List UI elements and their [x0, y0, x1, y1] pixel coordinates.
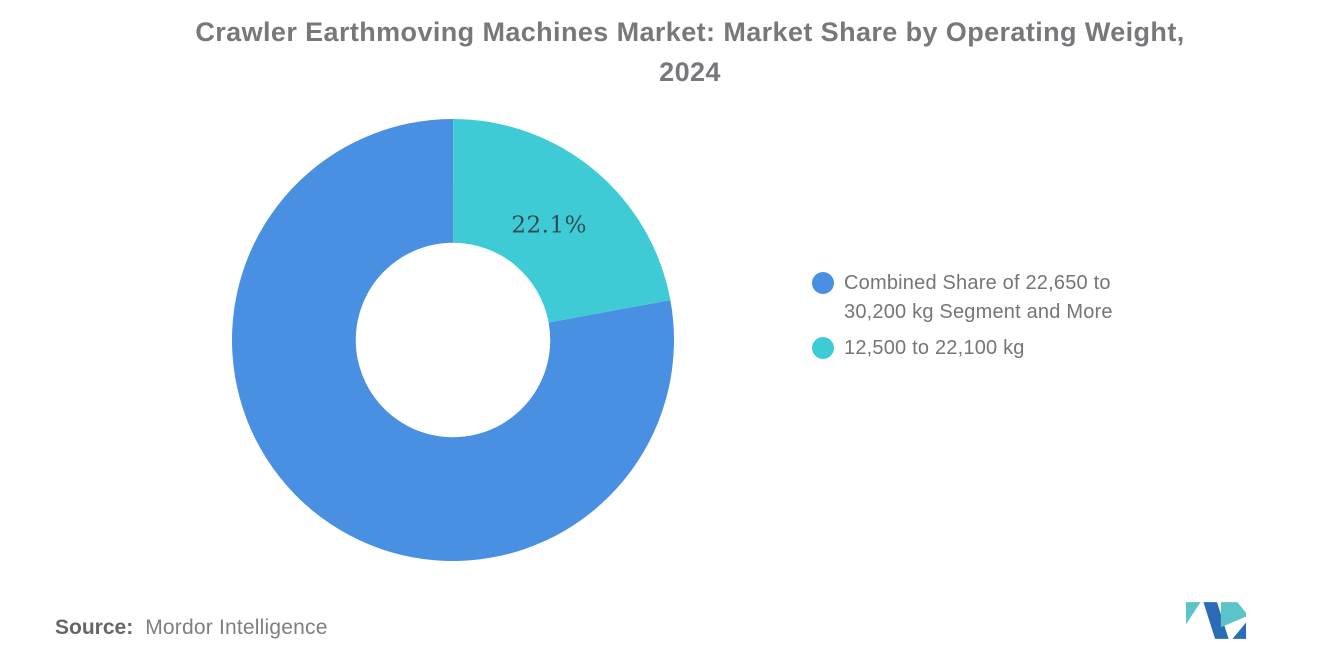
- slice-data-label: 22.1%: [511, 213, 587, 239]
- logo-blue-left-band: [1203, 602, 1229, 639]
- mordor-intelligence-logo: [1186, 602, 1247, 639]
- chart-title-line1: Crawler Earthmoving Machines Market: Mar…: [195, 17, 1185, 47]
- chart-title-line2: 2024: [659, 57, 721, 87]
- chart-legend: Combined Share of 22,650 to 30,200 kg Se…: [812, 269, 1157, 363]
- logo-blue-right-triangle: [1232, 622, 1247, 639]
- source-label: Source:: [55, 616, 134, 639]
- source-value: Mordor Intelligence: [145, 616, 328, 639]
- donut-slice[interactable]: [231, 118, 674, 561]
- source-row: Source: Mordor Intelligence: [55, 614, 328, 642]
- legend-label: Combined Share of 22,650 to 30,200 kg Se…: [844, 272, 1113, 323]
- donut-slice[interactable]: [453, 119, 671, 323]
- logo-teal-left-triangle: [1186, 602, 1201, 625]
- legend-item-12500-22100[interactable]: 12,500 to 22,100 kg: [812, 334, 1157, 363]
- legend-item-combined-share[interactable]: Combined Share of 22,650 to 30,200 kg Se…: [812, 269, 1157, 327]
- legend-marker-blue-icon: [812, 272, 834, 294]
- legend-label: 12,500 to 22,100 kg: [844, 337, 1025, 359]
- logo-teal-right-band: [1220, 602, 1247, 628]
- donut-chart: 22.1%: [231, 118, 674, 561]
- chart-title: Crawler Earthmoving Machines Market: Mar…: [60, 12, 1320, 92]
- legend-marker-teal-icon: [812, 337, 834, 359]
